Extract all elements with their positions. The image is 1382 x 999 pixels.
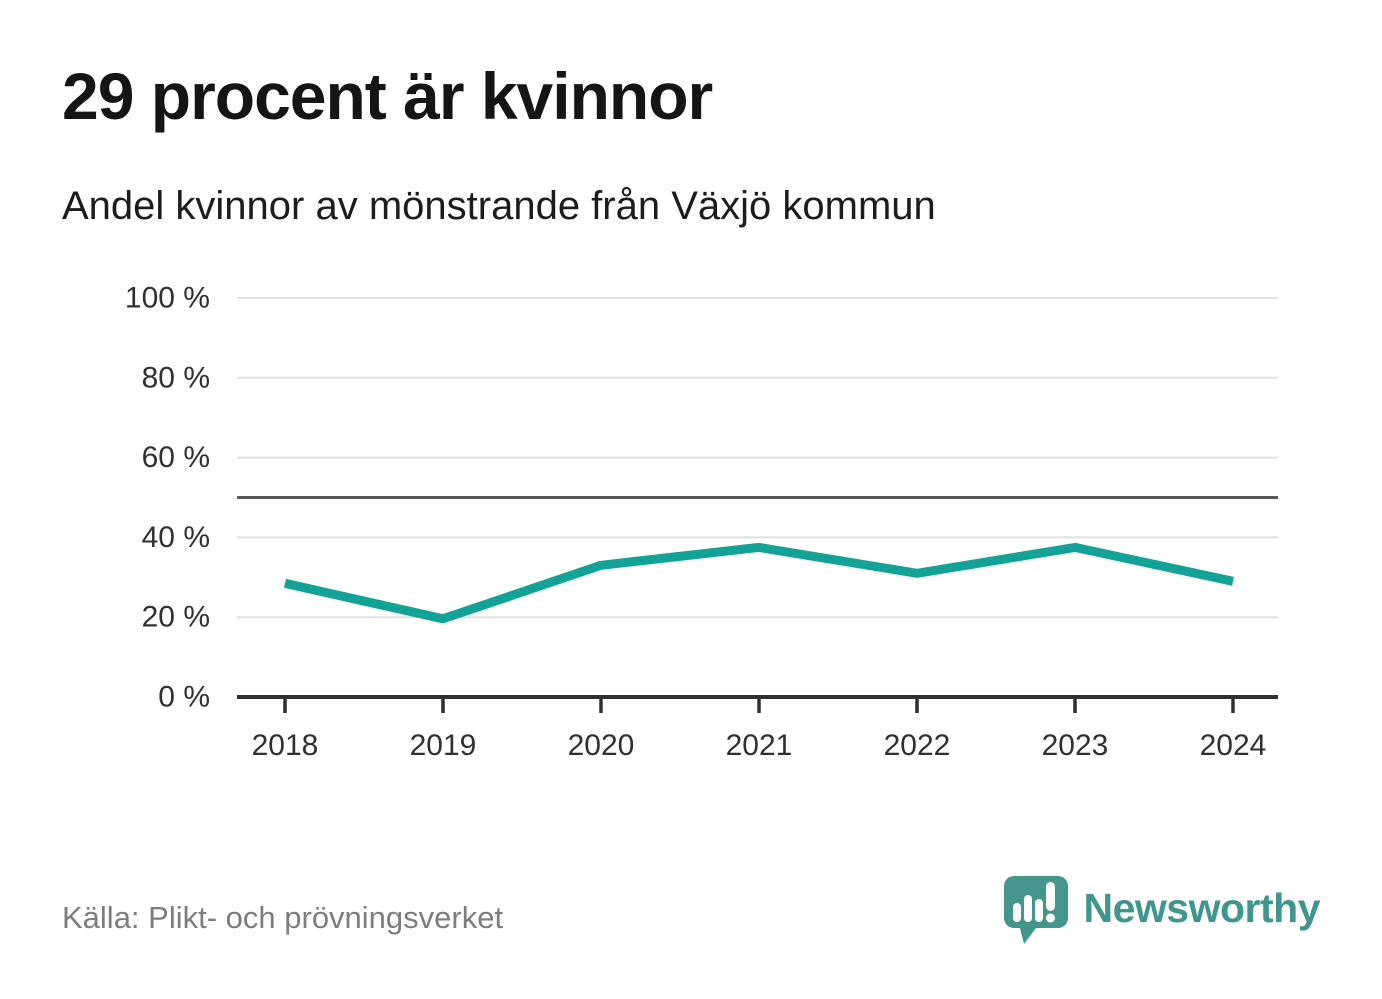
- y-tick-label: 60 %: [142, 441, 210, 474]
- y-tick-label: 80 %: [142, 361, 210, 394]
- x-tick-label: 2023: [1042, 729, 1109, 762]
- x-tick-label: 2022: [884, 729, 951, 762]
- newsworthy-brand: Newsworthy: [1003, 876, 1321, 952]
- page-title: 29 procent är kvinnor: [62, 59, 713, 133]
- x-tick-label: 2021: [726, 729, 793, 762]
- y-tick-label: 40 %: [142, 521, 210, 554]
- x-tick-label: 2020: [568, 729, 635, 762]
- x-tick-label: 2024: [1200, 729, 1267, 762]
- y-tick-label: 100 %: [125, 282, 210, 315]
- y-tick-label: 20 %: [142, 601, 210, 634]
- chart-subtitle: Andel kvinnor av mönstrande från Växjö k…: [62, 184, 936, 228]
- data-line-series: [284, 542, 1234, 624]
- bar-chart-speech-bubble-icon: [1003, 876, 1068, 944]
- x-tick-label: 2019: [410, 729, 477, 762]
- brand-name: Newsworthy: [1083, 885, 1321, 931]
- y-tick-label: 0 %: [158, 681, 210, 714]
- x-tick-label: 2018: [252, 729, 319, 762]
- source-label: Källa: Plikt- och prövningsverket: [62, 900, 504, 935]
